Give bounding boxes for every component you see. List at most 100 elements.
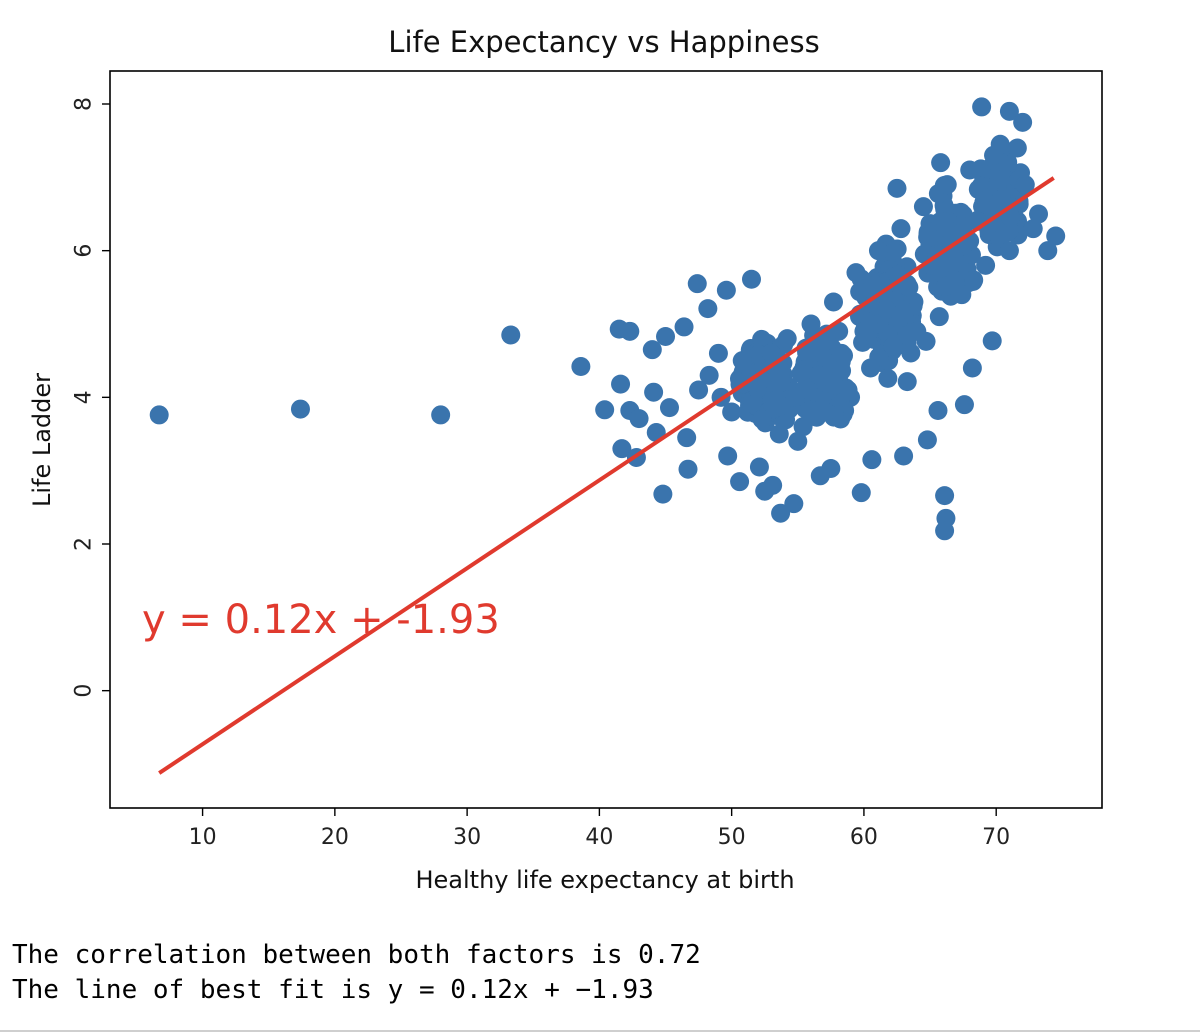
y-tick-label-2: 2 [72,537,97,551]
data-point-10 [620,321,640,341]
data-point-39 [887,178,907,198]
scatter-chart: Life Expectancy vs Happiness 10 20 30 40 50 6… [28,25,1103,894]
data-point-91 [960,160,980,180]
data-point-63 [743,373,763,393]
data-point-77 [854,321,874,341]
data-point-54 [1013,112,1033,132]
cloud-point-477 [810,338,830,358]
data-point-69 [793,417,813,437]
data-point-2 [431,405,451,425]
data-point-90 [952,285,972,305]
data-point-24 [708,343,728,363]
data-point-46 [935,521,955,541]
data-point-1 [290,399,310,419]
data-point-29 [749,457,769,477]
data-point-55 [1029,204,1049,224]
x-tick-label-30: 30 [453,825,481,850]
data-point-44 [935,486,955,506]
data-point-19 [674,317,694,337]
data-point-34 [788,431,808,451]
output-line-correlation: The correlation between both factors is … [12,940,701,970]
cloud-point-463 [799,401,819,421]
cloud-point-650 [850,282,870,302]
data-point-12 [629,409,649,429]
fit-line-group [158,176,1055,775]
data-point-21 [678,459,698,479]
data-point-20 [677,428,697,448]
data-point-79 [868,241,888,261]
data-point-65 [761,343,781,363]
data-point-58 [689,380,709,400]
cloud-point-695 [891,299,911,319]
cloud-point-478 [832,361,852,381]
data-point-70 [801,314,821,334]
data-point-32 [771,503,791,523]
data-point-41 [917,430,937,450]
data-point-8 [612,439,632,459]
data-point-73 [823,292,843,312]
data-point-94 [984,145,1004,165]
data-point-99 [1023,219,1043,239]
data-point-42 [928,401,948,421]
fit-equation-annotation: y = 0.12x + -1.93 [142,597,500,643]
data-point-17 [656,326,676,346]
x-axis: 10 20 30 40 50 60 70 [189,808,1010,850]
data-point-71 [809,365,829,385]
x-tick-label-40: 40 [585,825,613,850]
y-tick-label-0: 0 [72,684,97,698]
data-point-47 [954,395,974,415]
data-point-25 [716,280,736,300]
data-point-7 [611,374,631,394]
cloud-point-1196 [1001,207,1021,227]
data-point-50 [972,97,992,117]
data-point-38 [862,450,882,470]
y-tick-label-8: 8 [72,97,97,111]
x-tick-label-10: 10 [189,825,217,850]
data-point-3 [501,325,521,345]
data-point-37 [851,483,871,503]
fit-line [158,176,1055,775]
y-axis: 0 2 4 6 8 [72,97,110,698]
data-point-74 [831,343,851,363]
cloud-point-460 [791,364,811,384]
x-tick-label-60: 60 [850,825,878,850]
data-point-61 [722,402,742,422]
output-line-fit: The line of best fit is y = 0.12x + −1.9… [12,975,654,1005]
data-point-36 [821,458,841,478]
data-point-14 [644,382,664,402]
x-axis-label: Healthy life expectancy at birth [415,866,794,894]
data-point-59 [699,365,719,385]
cloud-point-397 [829,321,849,341]
data-point-0 [149,405,169,425]
data-point-98 [1015,175,1035,195]
data-point-80 [876,299,896,319]
scatter-points [149,97,1066,541]
data-point-28 [741,269,761,289]
data-point-93 [976,255,996,275]
data-point-23 [698,299,718,319]
data-point-40 [894,446,914,466]
data-point-84 [907,321,927,341]
cloud-point-258 [771,396,791,416]
data-point-96 [999,241,1019,261]
data-point-97 [1007,138,1027,158]
data-point-85 [913,197,933,217]
data-point-27 [730,472,750,492]
cloud-point-959 [936,276,956,296]
data-point-57 [1046,226,1066,246]
cloud-point-497 [897,372,917,392]
data-point-64 [752,409,772,429]
console-output: The correlation between both factors is … [12,938,701,1008]
data-point-67 [777,329,797,349]
cloud-point-252 [771,372,791,392]
data-point-22 [687,274,707,294]
data-point-13 [642,340,662,360]
x-tick-label-20: 20 [321,825,349,850]
data-point-31 [763,475,783,495]
data-point-87 [929,307,949,327]
data-point-33 [784,494,804,514]
data-point-26 [718,446,738,466]
x-tick-label-50: 50 [718,825,746,850]
plot-frame [109,70,1103,809]
data-point-82 [891,219,911,239]
